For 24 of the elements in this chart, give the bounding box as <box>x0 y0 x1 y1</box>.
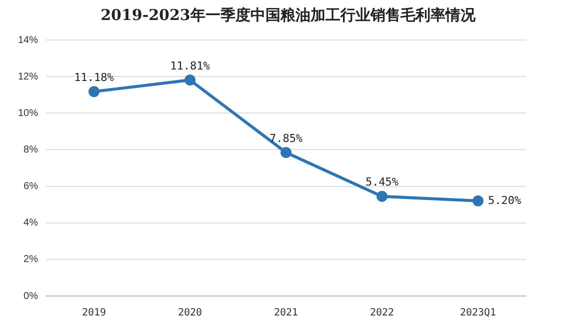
point <box>472 195 484 206</box>
point <box>280 146 292 158</box>
y-tick-label: 12% <box>18 71 38 82</box>
x-tick-label: 2021 <box>274 308 298 319</box>
y-tick-label: 8% <box>24 144 38 156</box>
chart-title: 2019-2023年一季度中国粮油加工行业销售毛利率情况 <box>100 5 476 26</box>
data-label: 11.81% <box>170 59 210 72</box>
x-tick-label: 2023Q1 <box>460 308 496 319</box>
point <box>376 190 388 202</box>
point <box>88 86 100 98</box>
x-tick-label: 2020 <box>178 308 202 319</box>
data-label: 11.18% <box>74 70 114 84</box>
data-label: 5.45% <box>365 176 399 189</box>
y-tick-label: 10% <box>18 108 38 119</box>
x-tick-label: 2019 <box>82 308 106 319</box>
y-tick-label: 2% <box>24 254 38 266</box>
point <box>184 74 196 86</box>
y-tick-label: 6% <box>24 181 38 192</box>
x-tick-label: 2022 <box>370 308 394 319</box>
y-tick-label: 0% <box>24 290 38 302</box>
data-label: 5.20% <box>488 194 522 207</box>
y-tick-label: 14% <box>18 34 38 46</box>
data-label: 7.85% <box>269 132 303 145</box>
y-tick-label: 4% <box>24 218 38 229</box>
